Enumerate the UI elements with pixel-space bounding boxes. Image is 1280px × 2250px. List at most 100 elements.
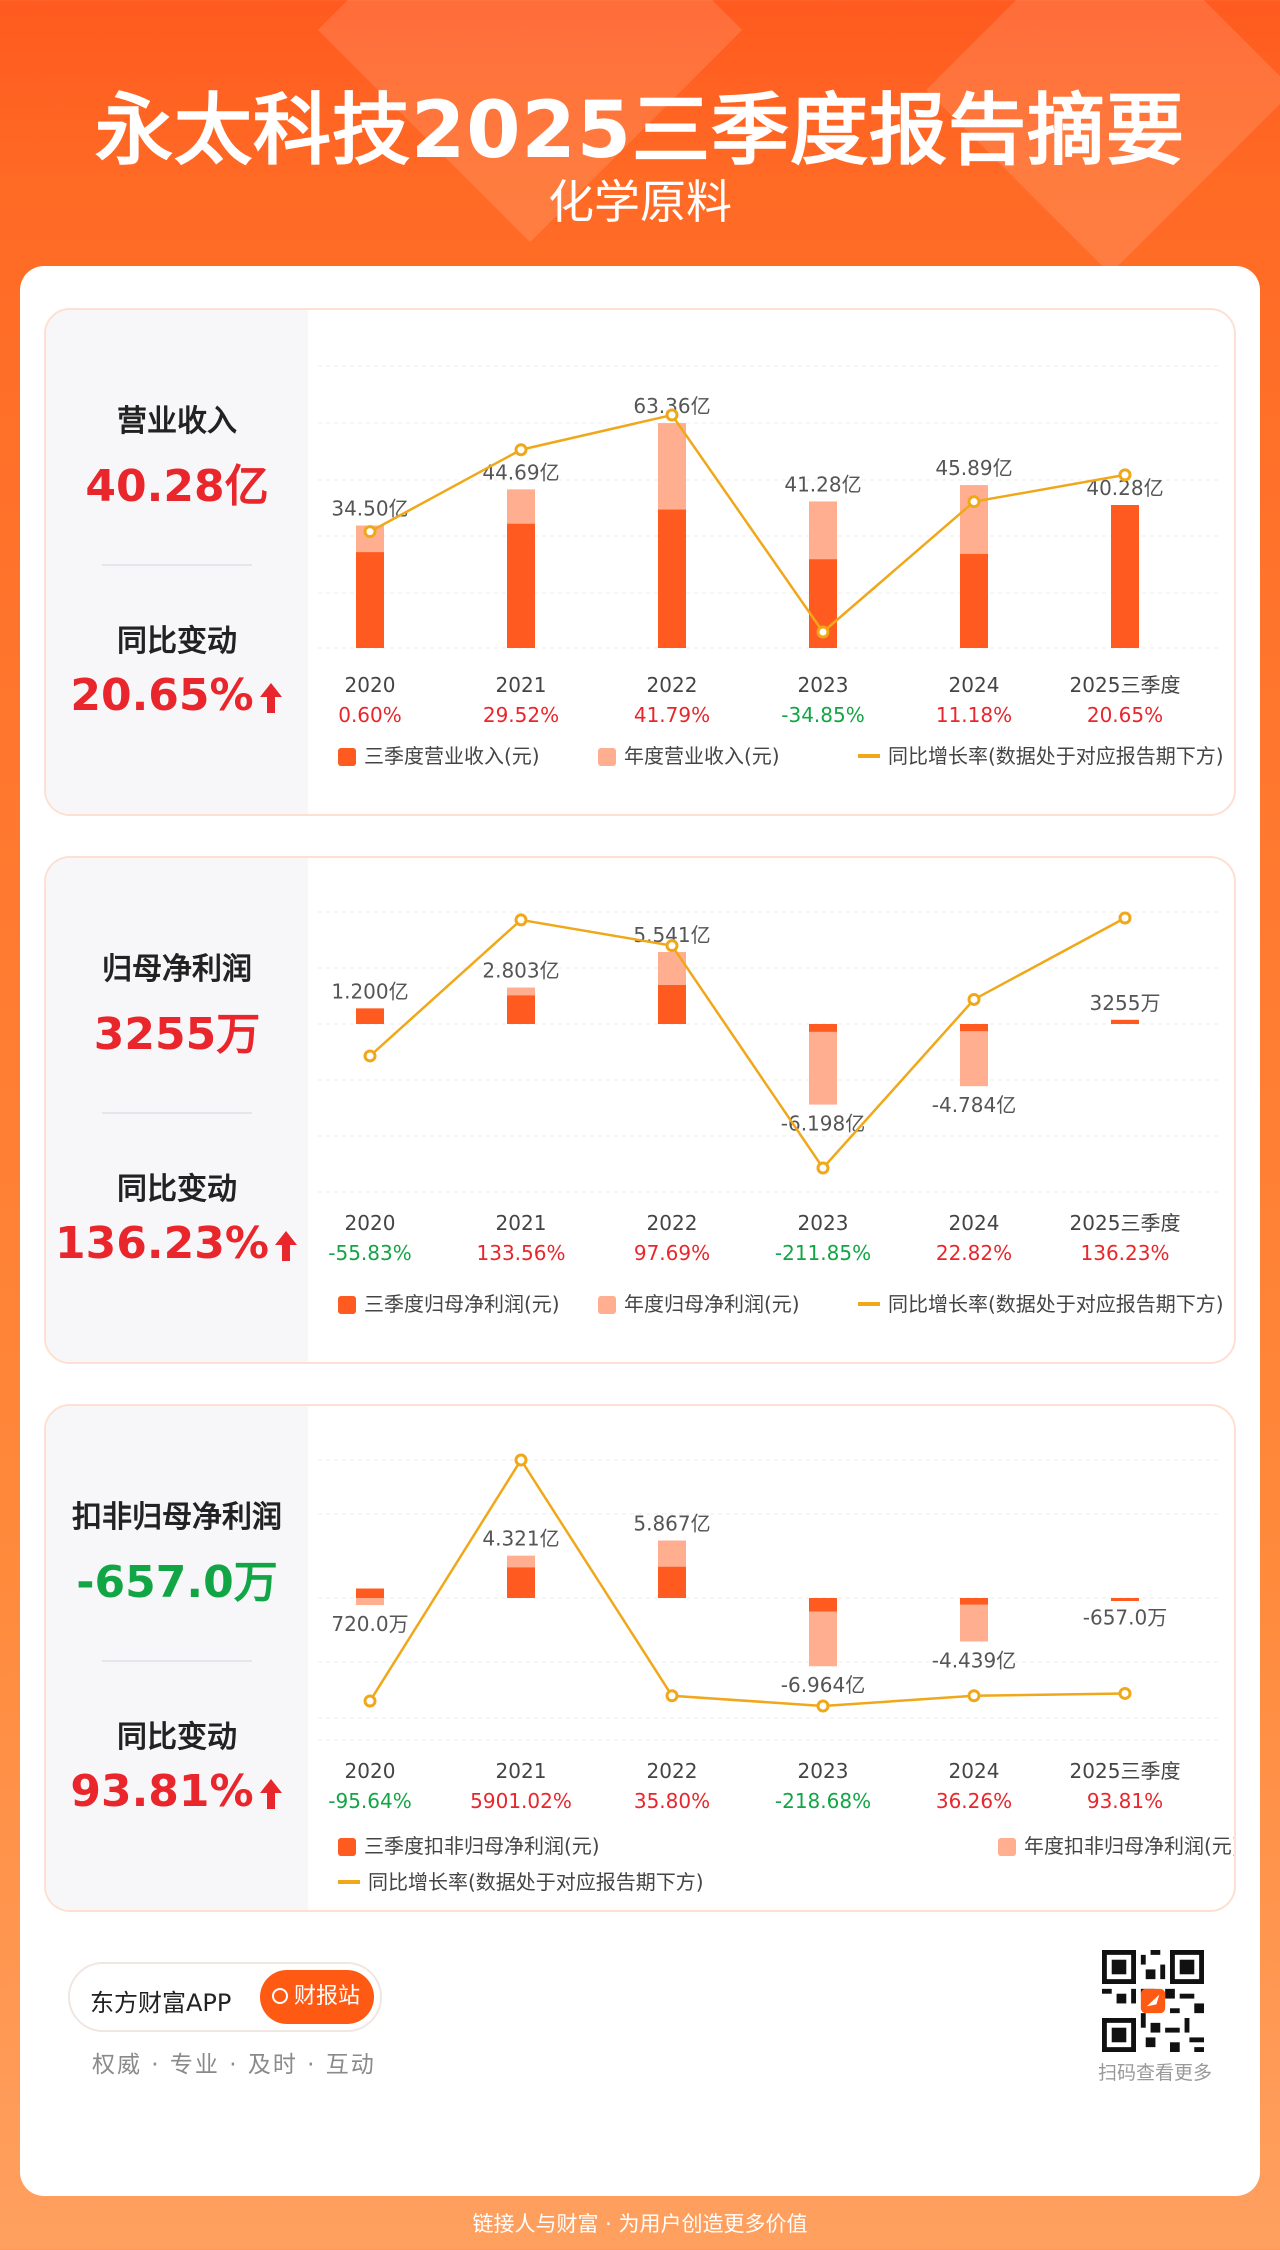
report-station-button[interactable]: 财报站 bbox=[260, 1970, 374, 2024]
growth-label: -95.64% bbox=[328, 1789, 411, 1813]
footer-text: 链接人与财富 · 为用户创造更多价值 bbox=[472, 2212, 808, 2236]
growth-label: 11.18% bbox=[936, 703, 1012, 727]
category-label: 2020 bbox=[345, 1759, 396, 1783]
growth-label: -34.85% bbox=[781, 703, 864, 727]
growth-point bbox=[816, 625, 830, 639]
growth-label: 20.65% bbox=[1087, 703, 1163, 727]
q3-bar bbox=[356, 552, 384, 648]
growth-point bbox=[816, 1161, 830, 1175]
category-label: 2020 bbox=[345, 1211, 396, 1235]
metric-label: 扣非归母净利润 bbox=[72, 1500, 282, 1535]
category-label: 2021 bbox=[496, 673, 547, 697]
bar-value-label: -4.439亿 bbox=[932, 1649, 1016, 1673]
growth-point bbox=[816, 1699, 830, 1713]
legend-label: 三季度营业收入(元) bbox=[364, 744, 540, 768]
q3-bar bbox=[960, 1024, 988, 1032]
metric-value: -657.0万 bbox=[76, 1557, 278, 1608]
legend-swatch bbox=[338, 1880, 360, 1884]
bar-value-label: 1.200亿 bbox=[331, 979, 408, 1003]
divider bbox=[102, 564, 252, 566]
annual-bar bbox=[960, 1598, 988, 1642]
legend-swatch bbox=[598, 1296, 616, 1314]
growth-point bbox=[1118, 1686, 1132, 1700]
legend-label: 年度扣非归母净利润(元) bbox=[1024, 1834, 1236, 1858]
divider bbox=[102, 1112, 252, 1114]
growth-label: 36.26% bbox=[936, 1789, 1012, 1813]
q3-bar bbox=[356, 1588, 384, 1598]
metric-sidebar: 扣非归母净利润 -657.0万 同比变动 93.81% bbox=[46, 1406, 308, 1910]
growth-point bbox=[363, 1049, 377, 1063]
growth-label: 5901.02% bbox=[470, 1789, 572, 1813]
chart-svg: 1.200亿2020-55.83%2.803亿2021133.56%5.541亿… bbox=[318, 911, 1218, 1265]
growth-line bbox=[369, 413, 1126, 634]
legend-swatch bbox=[858, 754, 880, 758]
bar-value-label: 5.867亿 bbox=[633, 1512, 710, 1536]
q3-bar bbox=[507, 523, 535, 648]
net-profit-chart: 1.200亿 2020 -55.83% 2.803亿 2021 133.56% 5.541亿… bbox=[308, 858, 1234, 1362]
legend-label: 年度营业收入(元) bbox=[624, 744, 780, 768]
bar-value-label: 4.321亿 bbox=[482, 1527, 559, 1551]
growth-label: 93.81% bbox=[1087, 1789, 1163, 1813]
q3-bar bbox=[1111, 505, 1139, 648]
growth-line bbox=[369, 916, 1126, 1171]
category-label: 2024 bbox=[949, 1759, 1000, 1783]
deducted-profit-panel: 扣非归母净利润 -657.0万 同比变动 93.81% 720.0万 2020 -9… bbox=[44, 1404, 1236, 1912]
app-badge[interactable]: 东方财富APP 财报站 bbox=[68, 1962, 382, 2032]
growth-label: 35.80% bbox=[634, 1789, 710, 1813]
divider bbox=[102, 1660, 252, 1662]
deducted-profit-chart: 720.0万 2020 -95.64% 4.321亿 2021 5901.02% 5.867… bbox=[308, 1406, 1236, 1910]
q3-bar bbox=[507, 995, 535, 1024]
chart-svg: 34.50亿20200.60%44.69亿202129.52%63.36亿202… bbox=[318, 365, 1218, 727]
change-row: 20.65% bbox=[46, 670, 308, 721]
legend-line: 同比增长率(数据处于对应报告期下方) bbox=[858, 1288, 1224, 1317]
bar-value-label: 41.28亿 bbox=[784, 472, 861, 496]
growth-point bbox=[665, 408, 679, 422]
category-label: 2025三季度 bbox=[1070, 673, 1181, 697]
growth-point bbox=[363, 525, 377, 539]
legend-year: 年度归母净利润(元) bbox=[598, 1288, 800, 1317]
category-label: 2025三季度 bbox=[1070, 1211, 1181, 1235]
legend-label: 同比增长率(数据处于对应报告期下方) bbox=[368, 1870, 704, 1894]
growth-label: -55.83% bbox=[328, 1241, 411, 1265]
category-label: 2021 bbox=[496, 1759, 547, 1783]
bar-value-label: -6.964亿 bbox=[781, 1673, 865, 1697]
revenue-chart: 34.50亿 2020 0.60% 44.69亿 2021 29.52% 63.36亿 202… bbox=[308, 310, 1234, 814]
metric-sidebar: 营业收入 40.28亿 同比变动 20.65% bbox=[46, 310, 308, 814]
legend-year: 年度营业收入(元) bbox=[598, 740, 780, 769]
arrow-up-icon bbox=[259, 1779, 282, 1809]
growth-label: 133.56% bbox=[477, 1241, 566, 1265]
growth-label: 41.79% bbox=[634, 703, 710, 727]
growth-label: -211.85% bbox=[775, 1241, 871, 1265]
legend-q3: 三季度营业收入(元) bbox=[338, 740, 540, 769]
legend-swatch bbox=[598, 748, 616, 766]
q3-bar bbox=[658, 1566, 686, 1598]
category-label: 2022 bbox=[647, 1759, 698, 1783]
annual-bar bbox=[960, 1024, 988, 1087]
legend-swatch bbox=[338, 1838, 356, 1856]
legend-label: 年度归母净利润(元) bbox=[624, 1292, 800, 1316]
legend-swatch bbox=[998, 1838, 1016, 1856]
category-label: 2022 bbox=[647, 1211, 698, 1235]
growth-label: 0.60% bbox=[338, 703, 402, 727]
growth-label: 97.69% bbox=[634, 1241, 710, 1265]
growth-point bbox=[514, 913, 528, 927]
legend-label: 同比增长率(数据处于对应报告期下方) bbox=[888, 1292, 1224, 1316]
q3-bar bbox=[1111, 1598, 1139, 1601]
growth-point bbox=[665, 1689, 679, 1703]
bar-value-label: 2.803亿 bbox=[482, 959, 559, 983]
q3-bar bbox=[507, 1567, 535, 1598]
legend-swatch bbox=[338, 1296, 356, 1314]
metric-label: 营业收入 bbox=[117, 404, 237, 439]
bar-value-label: 45.89亿 bbox=[935, 456, 1012, 480]
growth-point bbox=[967, 992, 981, 1006]
category-label: 2020 bbox=[345, 673, 396, 697]
legend-label: 同比增长率(数据处于对应报告期下方) bbox=[888, 744, 1224, 768]
qr-code-icon[interactable] bbox=[1102, 1950, 1204, 2052]
growth-point bbox=[665, 939, 679, 953]
bar-value-label: -6.198亿 bbox=[781, 1112, 865, 1136]
search-icon bbox=[272, 1988, 288, 2004]
annual-bar bbox=[809, 1024, 837, 1105]
change-label: 同比变动 bbox=[117, 1720, 237, 1755]
q3-bar bbox=[658, 985, 686, 1024]
category-label: 2025三季度 bbox=[1070, 1759, 1181, 1783]
